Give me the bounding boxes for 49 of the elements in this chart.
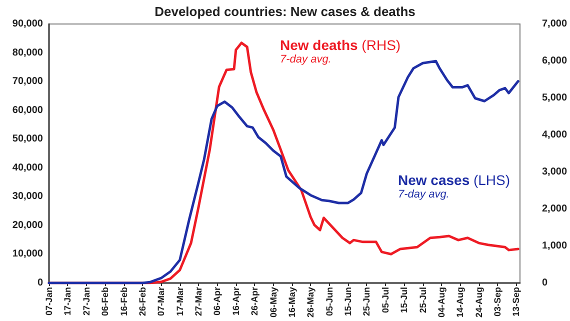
x-tick-label: 26-Apr: [250, 286, 260, 316]
y2-tick-label: 6,000: [542, 56, 568, 66]
y-tick-label: 20,000: [12, 220, 44, 231]
x-tick-label: 27-Mar: [194, 286, 204, 316]
y-tick-label: 40,000: [12, 162, 44, 174]
y-tick-label: 80,000: [12, 47, 44, 58]
x-tick-label: 17-Mar: [174, 286, 185, 316]
x-tick-label: 15-Jul: [399, 287, 410, 314]
x-tick-label: 25-Jun: [362, 287, 372, 316]
y-tick-label: 70,000: [12, 76, 44, 88]
y-tick-label: 30,000: [12, 191, 44, 202]
y-tick-label: 50,000: [12, 134, 44, 145]
text: New deaths (RHS): [280, 37, 401, 53]
x-tick-label: 06-May: [268, 287, 278, 318]
x-tick-label: 04-Aug: [436, 287, 446, 318]
x-tick-label: 15-Jun: [343, 287, 354, 316]
x-tick-label: 14-Aug: [455, 287, 466, 318]
x-tick-label: 06-Apr: [212, 286, 222, 316]
x-tick-label: 07-Mar: [156, 286, 166, 316]
y2-tick-label: 3,000: [542, 166, 568, 178]
x-tick-label: 05-Jul: [380, 287, 390, 314]
y-tick-label: 90,000: [12, 18, 44, 30]
x-tick-label: 06-Feb: [100, 286, 110, 316]
x-tick-label: 07-Jan: [44, 287, 54, 316]
y2-tick-label: 4,000: [542, 130, 568, 140]
y2-tick-label: 7,000: [542, 18, 568, 30]
x-tick-label: 27-Jan: [81, 287, 92, 316]
x-tick-label: 26-May: [306, 287, 316, 318]
x-tick-label: 05-Jun: [324, 287, 334, 316]
x-tick-label: 24-Aug: [474, 287, 484, 318]
annotation: 7-day avg.: [280, 54, 332, 66]
x-tick-label: 13-Sep: [511, 286, 522, 317]
x-tick-label: 16-May: [286, 287, 297, 318]
annotation: 7-day avg.: [398, 188, 450, 200]
x-tick-label: 16-Feb: [118, 286, 129, 316]
y2-tick-label: 5,000: [542, 92, 568, 104]
y2-tick-label: 1,000: [542, 240, 568, 252]
series-label: New cases (LHS): [398, 172, 510, 188]
y-tick-label: 10,000: [12, 248, 44, 260]
x-tick-label: 17-Jan: [62, 287, 73, 316]
x-tick-label: 03-Sep: [492, 286, 503, 317]
x-tick-label: 16-Apr: [230, 286, 241, 316]
y2-tick-label: 0: [542, 278, 548, 288]
y-tick-label: 0: [37, 278, 44, 288]
y2-tick-label: 2,000: [542, 204, 568, 214]
x-tick-label: 26-Feb: [137, 286, 148, 316]
x-tick-label: 25-Jul: [418, 287, 428, 314]
chart-title: Developed countries: New cases & deaths: [154, 4, 416, 19]
y-tick-label: 60,000: [12, 104, 44, 116]
